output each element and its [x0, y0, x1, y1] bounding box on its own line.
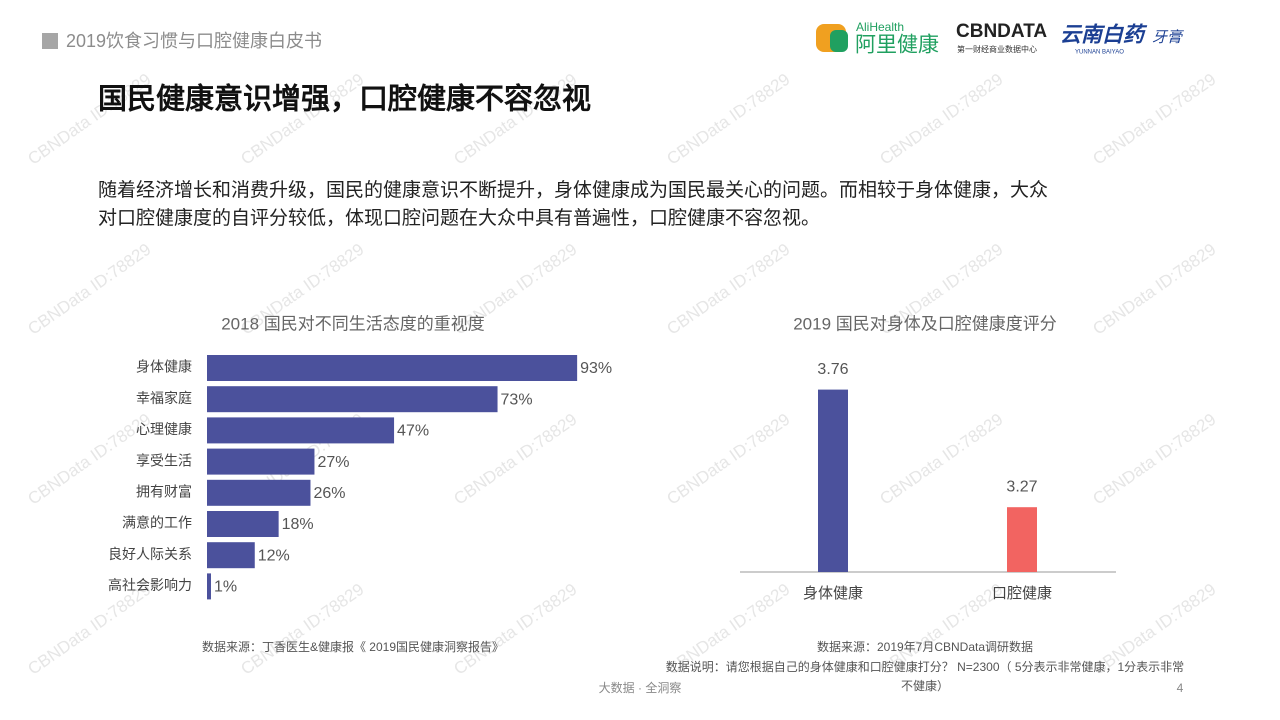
watermark: CBNData ID:78829: [450, 410, 580, 509]
bar: [207, 573, 211, 600]
body-line: 对口腔健康度的自评分较低，体现口腔问题在大众中具有普遍性，口腔健康不容忽视。: [98, 207, 820, 229]
value-label: 27%: [317, 454, 349, 471]
bar: [207, 511, 279, 537]
baiyao-cn: 云南白药: [1060, 23, 1148, 47]
category-label: 心理健康: [136, 421, 192, 437]
watermark: CBNData ID:78829: [1089, 410, 1219, 509]
header-title: 2019饮食习惯与口腔健康白皮书: [66, 31, 322, 51]
chart-title: 2018 国民对不同生活态度的重视度: [221, 314, 485, 333]
footer-slogan: 大数据 · 全洞察: [599, 680, 682, 695]
category-label: 拥有财富: [136, 484, 192, 500]
bar: [818, 389, 848, 572]
cbndata-logo: CBNDATA: [956, 21, 1047, 42]
category-label: 享受生活: [136, 452, 192, 468]
value-label: 73%: [501, 391, 533, 408]
value-label: 93%: [580, 360, 612, 377]
watermark: CBNData ID:78829: [237, 580, 367, 679]
value-label: 26%: [313, 485, 345, 502]
bar: [207, 386, 498, 413]
watermark: CBNData ID:78829: [24, 580, 154, 679]
watermark: CBNData ID:78829: [1089, 70, 1219, 169]
category-label: 良好人际关系: [108, 546, 192, 562]
value-label: 3.76: [817, 361, 848, 378]
baiyao-en: YUNNAN BAIYAO: [1075, 50, 1124, 56]
alihealth-en: AliHealth: [856, 20, 904, 34]
bar: [207, 479, 311, 506]
slide-title: 国民健康意识增强，口腔健康不容忽视: [98, 82, 591, 116]
cbndata-sub: 第一财经商业数据中心: [957, 44, 1037, 54]
category-label: 口腔健康: [992, 585, 1052, 602]
bar: [207, 542, 255, 569]
bar: [207, 355, 578, 381]
watermark: CBNData ID:78829: [1089, 240, 1219, 339]
category-label: 满意的工作: [122, 515, 192, 531]
watermark: CBNData ID:78829: [663, 240, 793, 339]
category-label: 幸福家庭: [136, 390, 192, 406]
alihealth-icon-2: [830, 30, 848, 52]
value-label: 18%: [282, 516, 314, 533]
watermark: CBNData ID:78829: [876, 70, 1006, 169]
body-line: 随着经济增长和消费升级，国民的健康意识不断提升，身体健康成为国民最关心的问题。而…: [98, 179, 1048, 201]
watermark: CBNData ID:78829: [876, 410, 1006, 509]
baiyao-product: 牙膏: [1152, 29, 1184, 46]
bar: [207, 417, 395, 444]
category-label: 高社会影响力: [108, 577, 192, 593]
watermark: CBNData ID:78829: [663, 410, 793, 509]
category-label: 身体健康: [136, 359, 192, 375]
value-label: 3.27: [1006, 478, 1037, 495]
value-label: 1%: [214, 579, 237, 596]
watermark: CBNData ID:78829: [24, 240, 154, 339]
chart-source: 数据来源：2019年7月CBNData调研数据: [817, 639, 1033, 654]
value-label: 47%: [397, 423, 429, 440]
chart-title: 2019 国民对身体及口腔健康度评分: [793, 314, 1057, 333]
alihealth-cn: 阿里健康: [855, 34, 939, 57]
category-label: 身体健康: [803, 585, 863, 602]
chart-note: 数据说明：请您根据自己的身体健康和口腔健康打分？ N=2300（ 5分表示非常健…: [665, 660, 1185, 693]
page-number: 4: [1177, 681, 1184, 695]
watermark: CBNData ID:78829: [24, 410, 154, 509]
value-label: 12%: [258, 547, 290, 564]
bar: [207, 448, 315, 475]
watermark: CBNData ID:78829: [450, 580, 580, 679]
chart-source: 数据来源：丁香医生&健康报《 2019国民健康洞察报告》: [202, 639, 504, 654]
header-icon: [42, 33, 58, 49]
bar: [1007, 507, 1037, 572]
watermark: CBNData ID:78829: [663, 70, 793, 169]
